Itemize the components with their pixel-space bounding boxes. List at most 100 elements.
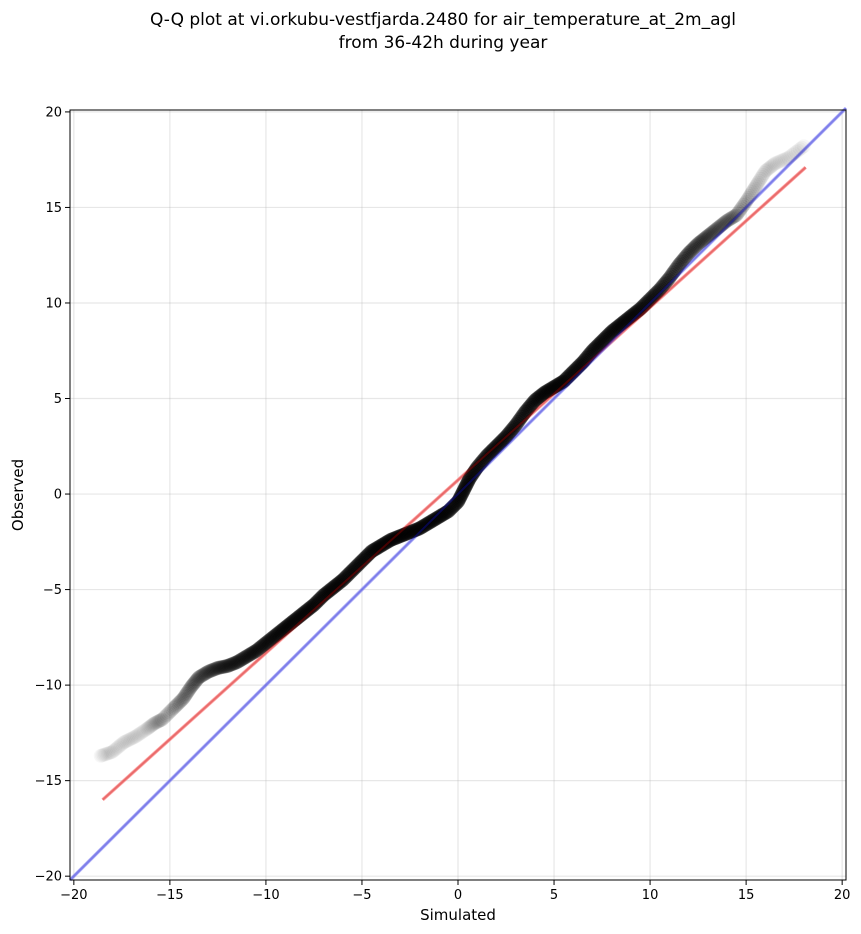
quantile-point xyxy=(452,491,467,506)
quantile-point xyxy=(743,187,758,202)
quantile-point xyxy=(692,235,707,250)
quantile-point xyxy=(266,630,281,645)
quantile-point xyxy=(725,210,740,225)
quantile-point xyxy=(511,414,526,429)
quantile-point xyxy=(176,691,191,706)
quantile-point xyxy=(169,698,184,713)
quantile-point xyxy=(686,241,701,256)
quantile-point xyxy=(586,342,601,357)
quantile-point xyxy=(577,353,592,368)
quantile-point xyxy=(284,616,299,631)
quantile-point xyxy=(661,272,676,287)
quantile-point xyxy=(281,617,296,632)
quantile-point xyxy=(411,521,426,536)
quantile-point xyxy=(697,231,712,246)
quantile-point xyxy=(619,313,634,328)
quantile-point xyxy=(533,388,548,403)
y-tick-label: −5 xyxy=(43,583,62,598)
quantile-point xyxy=(496,432,511,447)
quantile-point xyxy=(197,666,212,681)
quantile-point xyxy=(730,206,745,221)
quantile-point xyxy=(635,299,650,314)
quantile-point xyxy=(192,669,207,684)
quantile-point xyxy=(584,345,599,360)
quantile-point xyxy=(693,234,708,249)
quantile-point xyxy=(707,223,722,238)
quantile-point xyxy=(640,294,655,309)
x-tick-label: 0 xyxy=(454,888,462,903)
quantile-point xyxy=(191,670,206,685)
quantile-point xyxy=(258,636,273,651)
quantile-point xyxy=(440,504,455,519)
quantile-point xyxy=(388,530,403,545)
quantile-point xyxy=(333,574,348,589)
x-axis-label: Simulated xyxy=(420,906,496,924)
quantile-point xyxy=(560,370,575,385)
quantile-point xyxy=(745,185,760,200)
quantile-point xyxy=(170,697,185,712)
quantile-point xyxy=(706,224,721,239)
quantile-point xyxy=(429,511,444,526)
quantile-point xyxy=(280,618,295,633)
reference-lines xyxy=(68,106,848,882)
quantile-point xyxy=(370,540,385,555)
quantile-point xyxy=(200,665,215,680)
quantile-point xyxy=(183,681,198,696)
quantile-point xyxy=(268,628,283,643)
quantile-point xyxy=(407,523,422,538)
quantile-point xyxy=(420,516,435,531)
quantile-point xyxy=(285,615,300,630)
quantile-point xyxy=(328,578,343,593)
quantile-point xyxy=(230,655,245,670)
quantile-point xyxy=(256,637,271,652)
quantile-point xyxy=(400,526,415,541)
identity-line xyxy=(68,106,848,882)
quantile-point xyxy=(494,434,509,449)
quantile-point xyxy=(264,631,279,646)
quantile-point xyxy=(728,208,743,223)
quantile-point xyxy=(262,633,277,648)
x-tick-label: 10 xyxy=(642,888,659,903)
quantile-point xyxy=(597,331,612,346)
quantile-point xyxy=(490,438,505,453)
quantile-point xyxy=(689,237,704,252)
quantile-point xyxy=(363,545,378,560)
quantile-point xyxy=(727,209,742,224)
y-tick-label: 20 xyxy=(45,105,62,120)
quantile-point xyxy=(275,622,290,637)
quantile-point xyxy=(362,546,377,561)
quantile-point xyxy=(574,356,589,371)
quantile-point xyxy=(547,380,562,395)
quantile-point xyxy=(398,527,413,542)
quantile-point xyxy=(544,381,559,396)
quantile-point xyxy=(616,315,631,330)
quantile-point xyxy=(675,253,690,268)
quantile-point xyxy=(340,568,355,583)
quantile-point xyxy=(165,702,180,717)
quantile-point xyxy=(430,510,445,525)
quantile-point xyxy=(302,601,317,616)
quantile-point xyxy=(308,596,323,611)
quantile-point xyxy=(557,373,572,388)
quantile-point xyxy=(476,453,491,468)
quantile-point xyxy=(634,300,649,315)
quantile-point xyxy=(694,233,709,248)
quantile-point xyxy=(303,600,318,615)
quantile-point xyxy=(617,314,632,329)
quantile-point xyxy=(234,652,249,667)
quantile-point xyxy=(548,379,563,394)
quantile-point xyxy=(442,503,457,518)
quantile-point xyxy=(431,509,446,524)
quantile-point xyxy=(569,361,584,376)
quantile-point xyxy=(627,306,642,321)
quantile-point xyxy=(631,303,646,318)
quantile-point xyxy=(323,582,338,597)
quantile-point xyxy=(216,659,231,674)
quantile-point xyxy=(318,586,333,601)
quantile-point xyxy=(710,221,725,236)
quantile-point xyxy=(209,661,224,676)
quantile-point xyxy=(567,363,582,378)
quantile-point xyxy=(645,289,660,304)
quantile-point xyxy=(503,423,518,438)
